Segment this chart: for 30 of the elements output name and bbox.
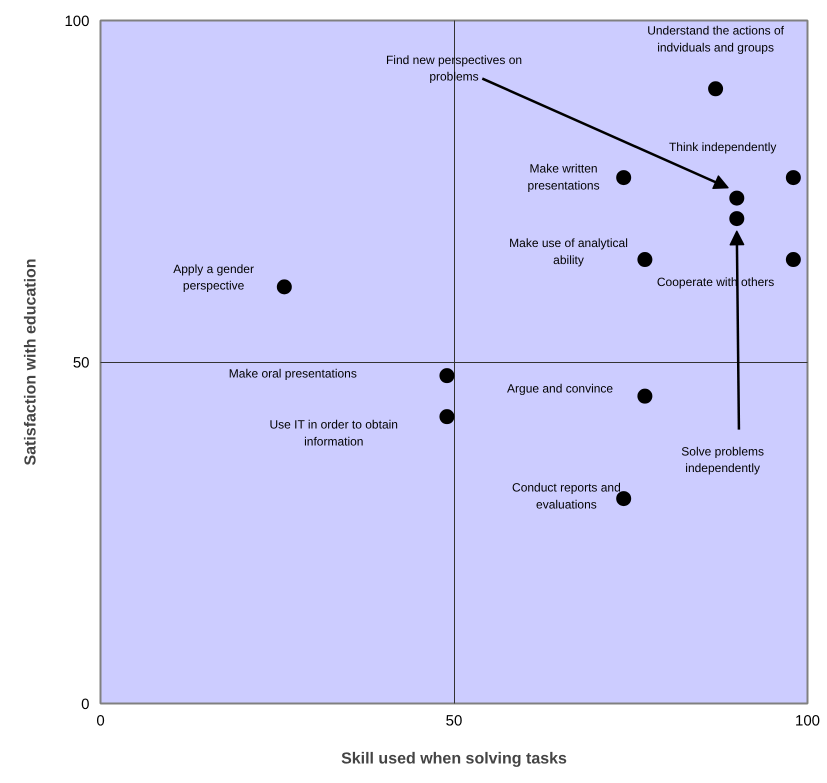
point xyxy=(729,211,744,226)
point xyxy=(786,170,801,186)
annotation: Make oral presentations xyxy=(228,366,357,381)
x-tick-label: 0 xyxy=(96,712,105,730)
y-tick-label: 50 xyxy=(72,354,90,372)
point xyxy=(786,252,801,268)
annotation: Use IT in order to obtain information xyxy=(269,418,398,448)
annotation: Solve problems independently xyxy=(681,444,764,476)
y-tick-label: 100 xyxy=(64,13,90,30)
annotation: Conduct reports and evaluations xyxy=(512,480,621,512)
point xyxy=(616,170,632,186)
annotation: Apply a gender perspective xyxy=(173,262,254,293)
point xyxy=(276,279,292,294)
point xyxy=(439,368,454,384)
y-axis-title: Satisfaction with education xyxy=(22,258,40,466)
point xyxy=(637,252,652,268)
annotation: Argue and convince xyxy=(507,382,614,396)
x-tick-label: 100 xyxy=(794,712,820,730)
y-tick-label: 0 xyxy=(81,696,90,713)
annotation: Make use of analytical ability xyxy=(509,236,628,267)
x-tick-label: 50 xyxy=(446,712,462,730)
annotation: Understand the actions of indviduals and groups xyxy=(647,24,785,54)
point xyxy=(708,81,724,96)
annotation: Make written presentations xyxy=(528,162,600,192)
point xyxy=(729,190,744,206)
x-axis-title: Skill used when solving tasks xyxy=(341,750,568,768)
point xyxy=(637,388,652,404)
point xyxy=(439,409,454,424)
annotation: Think independently xyxy=(668,140,776,154)
point xyxy=(616,491,632,506)
